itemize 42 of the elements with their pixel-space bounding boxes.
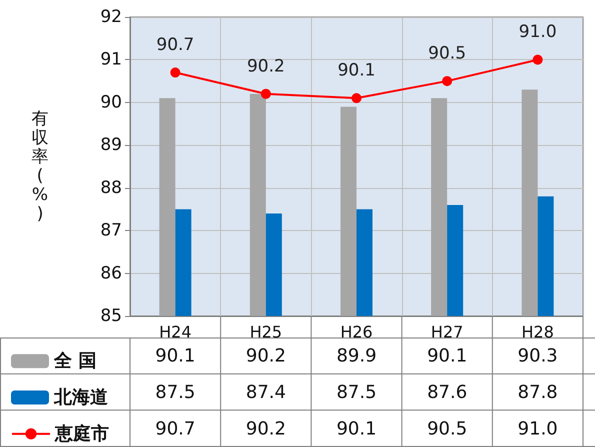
text: 90.1: [338, 60, 376, 81]
text: 90.2: [246, 56, 285, 76]
data-label: 89.9: [336, 346, 377, 367]
point: [442, 76, 452, 86]
legend-label: 恵庭市: [54, 423, 109, 444]
y-tick-label: 88: [100, 178, 122, 198]
data-label: 91.0: [518, 418, 558, 440]
legend-label: 全 国: [53, 350, 96, 372]
y-tick-label: 90: [100, 92, 122, 112]
point: [532, 54, 543, 65]
y-axis-title: 有収率(%): [32, 109, 48, 224]
y-tick-label: 92: [100, 7, 122, 27]
data-label: 90.3: [518, 346, 558, 367]
point: [352, 93, 362, 104]
text: 90.7: [156, 35, 194, 56]
y-tick-label: 85: [100, 306, 122, 326]
text: 91.0: [518, 22, 557, 42]
data-label: 90.1: [427, 346, 468, 367]
data-label: 90.2: [246, 346, 286, 367]
y-tick-label: 87: [100, 220, 122, 241]
data-label: 87.8: [518, 382, 558, 403]
x-tick-label: H26: [340, 322, 373, 342]
data-label: 90.5: [427, 418, 468, 440]
data-label: 90.1: [155, 346, 196, 367]
text: 90.5: [428, 44, 466, 64]
point: [170, 68, 180, 78]
x-tick-label: H25: [250, 322, 282, 342]
data-label: 87.5: [155, 382, 196, 403]
data-label: 90.2: [246, 418, 286, 440]
y-tick-label: 86: [100, 263, 122, 284]
x-tick-label: H28: [522, 322, 554, 342]
y-tick-label: 89: [100, 135, 122, 156]
x-tick-label: H24: [159, 322, 192, 342]
legend-label: 北海道: [53, 387, 108, 408]
data-label: 90.1: [336, 418, 377, 440]
y-tick-label: 91: [100, 50, 122, 70]
x-tick-label: H27: [430, 322, 464, 342]
data-label: 87.5: [336, 382, 377, 403]
data-label: 87.6: [427, 382, 468, 403]
data-label: 87.4: [246, 382, 286, 403]
data-label: 90.7: [155, 418, 196, 440]
point: [260, 88, 271, 99]
